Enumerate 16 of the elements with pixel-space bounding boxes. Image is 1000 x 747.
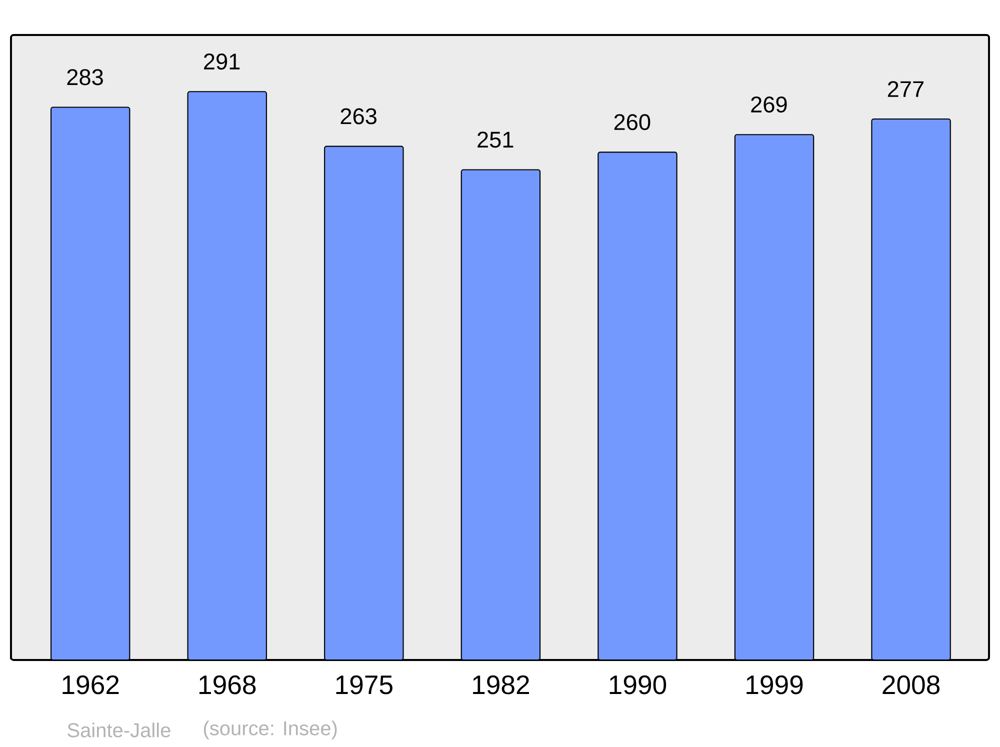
data-label: 291 [204,54,240,70]
text: (source: Insee) [204,720,337,740]
data-label: 260 [614,114,650,130]
x-tick-label: 1990 [610,675,666,694]
data-label: 283 [67,69,103,86]
data-label: 277 [888,81,924,97]
x-tick-label: 1999 [746,675,803,694]
x-tick-label: 1962 [62,675,119,694]
x-tick-label: 1982 [473,675,529,694]
data-label: 251 [478,132,514,148]
x-tick-label: 1975 [336,675,392,694]
data-label: 269 [751,96,787,113]
text: Sainte-Jalle [68,722,170,738]
data-label: 263 [340,108,376,124]
x-tick-label: 1968 [199,675,256,694]
x-tick-label: 2008 [882,675,940,694]
